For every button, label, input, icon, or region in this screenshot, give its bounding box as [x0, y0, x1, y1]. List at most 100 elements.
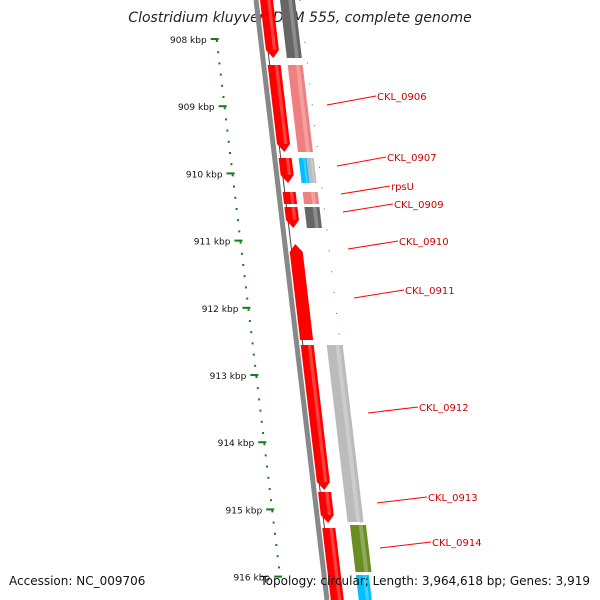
backbone-line	[253, 0, 330, 600]
gene-label[interactable]: rpsU	[391, 182, 414, 193]
gene-label[interactable]: CKL_0914	[432, 538, 482, 549]
scale-minor-tick	[273, 532, 276, 535]
cds-arrow-shine	[285, 158, 292, 175]
category-block	[355, 575, 372, 600]
cds-arrow-shine	[307, 345, 328, 482]
scale-minor-tick	[256, 387, 259, 390]
scale-minor-tick	[277, 566, 280, 569]
scale-tick-label: 912 kbp	[202, 305, 239, 315]
scale-tick-label: 911 kbp	[194, 238, 231, 248]
category-block-shine	[312, 207, 319, 228]
cds-arrow	[300, 345, 330, 490]
scale-tick-label: 916 kbp	[233, 574, 270, 584]
scale-minor-tick	[254, 364, 257, 367]
category-block-shine	[310, 158, 316, 183]
scale-minor-tick	[251, 342, 254, 345]
category-block	[349, 525, 372, 572]
scale-minor-tick	[234, 196, 237, 199]
category-block	[306, 158, 317, 183]
cds-arrow	[289, 244, 314, 340]
gene-label[interactable]: CKL_0910	[399, 237, 449, 248]
scale-minor-tick	[247, 308, 250, 311]
scale-minor-tick	[217, 51, 220, 54]
scale-tick-label: 914 kbp	[218, 439, 255, 449]
scale-minor-tick	[226, 129, 229, 132]
gene-label-leader	[342, 203, 394, 213]
category-block	[298, 158, 310, 183]
category-block-shine	[358, 525, 369, 572]
scale-minor-tick	[248, 320, 251, 322]
scale-minor-tick	[221, 84, 224, 87]
gene-label[interactable]: CKL_0911	[405, 286, 455, 297]
scale-minor-tick	[255, 376, 258, 378]
gene-label-leader	[353, 289, 405, 299]
scale-minor-tick	[230, 163, 233, 166]
category-block-shine	[295, 65, 310, 152]
scale-minor-tick	[258, 398, 261, 401]
scale-minor-tick	[259, 409, 262, 412]
gene-labels: CKL_0906 CKL_0907 rpsU CKL_0909 CKL_0910 CKL_…	[326, 92, 482, 549]
cds-arrow	[318, 492, 334, 523]
gene-label-leader	[326, 95, 377, 106]
scale-minor-tick	[218, 62, 221, 65]
scale-minor-tick	[238, 230, 241, 233]
scale-minor-tick	[270, 499, 273, 502]
category-block	[326, 345, 364, 522]
cds-arrow-shine	[267, 0, 277, 50]
scale-minor-tick	[219, 73, 222, 76]
scale-minor-tick	[271, 510, 274, 513]
scale-minor-tick	[266, 465, 269, 468]
accession-label: Accession: NC_009706	[9, 574, 146, 588]
scale-minor-tick	[244, 286, 247, 289]
category-block	[304, 207, 322, 228]
scale-minor-tick	[246, 297, 249, 300]
gene-label-leader	[340, 185, 391, 195]
category-block	[287, 65, 313, 152]
scale-minor-tick	[262, 432, 265, 434]
category-block-shine	[363, 575, 370, 600]
scale-minor-tick	[240, 252, 243, 255]
scale-minor-tick	[252, 353, 255, 356]
scale-minor-tick	[272, 521, 275, 524]
scale-minor-tick	[264, 454, 267, 457]
category-block-shine	[335, 345, 361, 522]
gene-label[interactable]: CKL_0912	[419, 403, 469, 414]
category-block-shine	[288, 0, 299, 58]
scale-minor-tick	[215, 40, 218, 42]
gene-label-leader	[376, 496, 428, 504]
cds-arrow-shine	[325, 492, 332, 515]
scale-tick-label: 915 kbp	[226, 506, 263, 516]
gene-label[interactable]: CKL_0913	[428, 493, 478, 504]
gene-label[interactable]: CKL_0906	[377, 92, 427, 103]
scale-minor-tick	[229, 152, 232, 154]
gene-label-leader	[336, 156, 387, 167]
scale-minor-tick	[239, 241, 242, 244]
scale-minor-tick	[268, 488, 271, 490]
scale-minor-tick	[236, 219, 239, 222]
cds-arrow	[278, 158, 294, 183]
map-title: Clostridium kluyveri DSM 555, complete g…	[128, 10, 472, 26]
scale-minor-tick	[242, 264, 245, 266]
scale-minor-tick	[235, 208, 238, 210]
category-block	[280, 0, 302, 58]
scale-ticks: 908 kbp 909 kbp 910 kbp 911 kbp 912 kbp 913 k…	[170, 36, 283, 584]
scale-minor-tick	[275, 544, 278, 546]
scale-minor-tick	[222, 96, 225, 98]
category-block-shine	[303, 158, 308, 183]
cds-arrow	[267, 65, 290, 152]
scale-minor-tick	[260, 420, 263, 423]
gene-label[interactable]: CKL_0909	[394, 200, 444, 211]
scale-minor-tick	[233, 185, 236, 188]
genome-summary: Topology: circular; Length: 3,964,618 bp…	[260, 574, 590, 588]
cds-block	[282, 192, 298, 204]
scale-minor-tick	[225, 118, 228, 121]
gene-label-leader	[347, 240, 399, 250]
scale-minor-tick	[267, 476, 270, 479]
cds-arrow	[284, 207, 299, 228]
scale-tick-label: 909 kbp	[178, 103, 215, 113]
cds-arrow-shine	[291, 207, 297, 220]
gene-features	[260, 0, 372, 600]
gene-label[interactable]: CKL_0907	[387, 153, 437, 164]
scale-minor-tick	[250, 331, 253, 334]
cds-arrow	[260, 0, 279, 58]
